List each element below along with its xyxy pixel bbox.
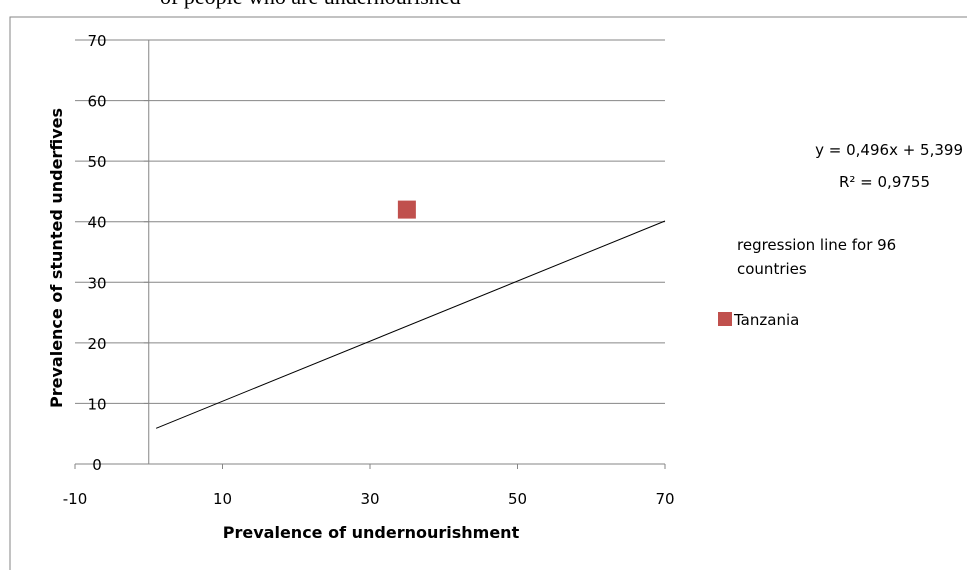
legend-marker xyxy=(718,312,732,326)
header-fragment: of people who are undernourished xyxy=(160,0,461,9)
x-tick-label: 50 xyxy=(508,490,527,508)
regression-line xyxy=(155,220,666,429)
y-tick-label: 40 xyxy=(87,214,106,232)
legend-regression-label: countries xyxy=(737,260,807,278)
y-tick-label: 10 xyxy=(87,395,106,413)
legend-regression-label: regression line for 96 xyxy=(737,236,896,254)
point-tanzania xyxy=(397,200,416,219)
chart-frame xyxy=(9,16,967,570)
y-tick-label: 50 xyxy=(87,153,106,171)
y-tick-label: 60 xyxy=(87,93,106,111)
x-tick-label: 10 xyxy=(213,490,232,508)
x-tick-label: -10 xyxy=(63,490,88,508)
x-tick-label: 70 xyxy=(655,490,674,508)
y-tick-label: 70 xyxy=(87,32,106,50)
y-tick-label: 20 xyxy=(87,335,106,353)
x-axis-label: Prevalence of undernourishment xyxy=(223,523,520,542)
y-axis-label: Prevalence of stunted underfives xyxy=(47,108,66,408)
y-tick-label: 0 xyxy=(92,456,102,474)
y-tick-label: 30 xyxy=(87,274,106,292)
legend: regression line for 96 countries Tanzania xyxy=(718,236,896,329)
legend-label: Tanzania xyxy=(733,311,799,329)
x-tick-label: 30 xyxy=(360,490,379,508)
regression-r2: R² = 0,9755 xyxy=(839,173,930,191)
regression-equation: y = 0,496x + 5,399 xyxy=(815,141,963,159)
